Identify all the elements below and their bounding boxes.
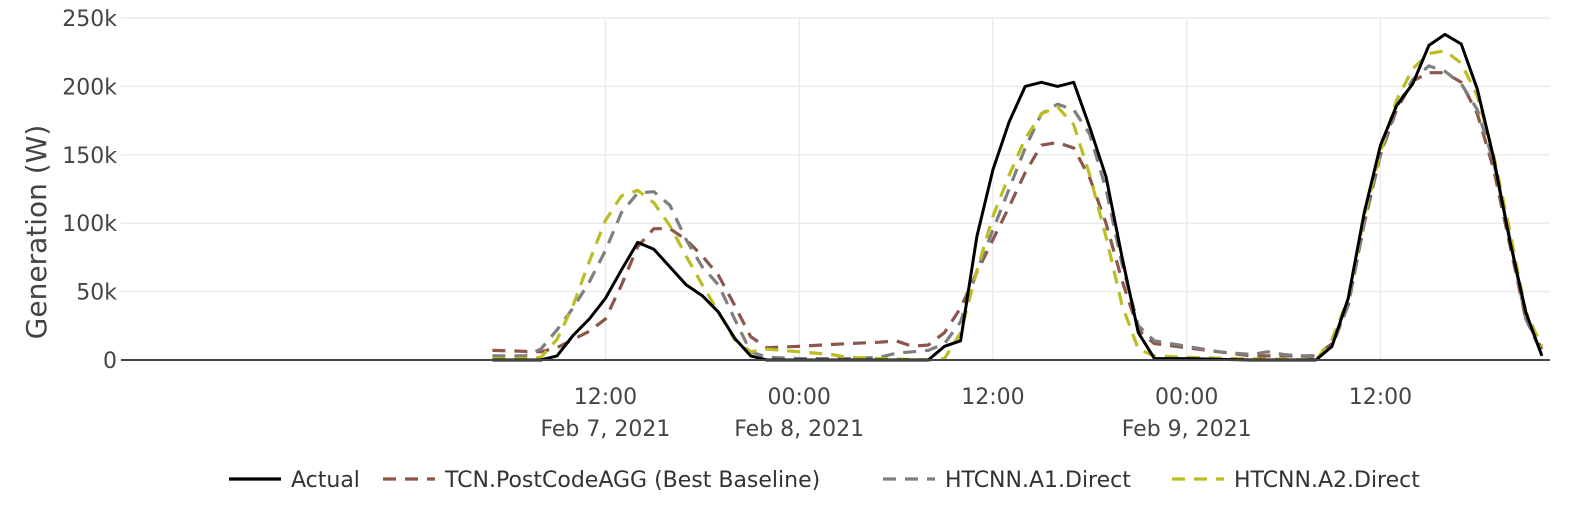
x-tick-date-label: Feb 7, 2021: [540, 417, 670, 442]
x-tick-time-label: 12:00: [961, 385, 1024, 410]
series-line-htcnn-a2-direct: [492, 49, 1544, 362]
x-tick-time-label: 00:00: [767, 385, 830, 410]
legend-label: HTCNN.A1.Direct: [945, 468, 1131, 493]
x-tick-date-label: Feb 8, 2021: [734, 417, 864, 442]
x-axis-tick-labels: 12:00 Feb 7, 2021 00:00 Feb 8, 2021 12:00 00:…: [540, 385, 1412, 442]
y-tick-label: 150k: [62, 144, 117, 169]
y-axis-title: Generation (W): [20, 125, 53, 340]
y-tick-label: 0: [103, 349, 117, 374]
x-tick-time-label: 12:00: [1349, 385, 1412, 410]
y-axis-tick-labels: 0 50k 100k 150k 200k 250k: [62, 7, 117, 374]
x-tick-date-label: Feb 9, 2021: [1122, 417, 1252, 442]
y-tick-label: 200k: [62, 75, 117, 100]
legend-label: HTCNN.A2.Direct: [1234, 468, 1420, 493]
y-tick-label: 100k: [62, 212, 117, 237]
series-lines: [492, 32, 1544, 362]
series-line-actual: [492, 32, 1544, 362]
legend: Actual TCN.PostCodeAGG (Best Baseline) HTC…: [229, 468, 1420, 493]
x-tick-time-label: 12:00: [574, 385, 637, 410]
legend-label: TCN.PostCodeAGG (Best Baseline): [444, 468, 820, 493]
y-tick-label: 250k: [62, 7, 117, 32]
x-tick-time-label: 00:00: [1155, 385, 1218, 410]
gridlines: [121, 17, 1550, 360]
legend-label: Actual: [291, 468, 360, 493]
series-line-tcn-postcodeagg-best-baseline: [492, 71, 1544, 358]
y-tick-label: 50k: [76, 281, 117, 306]
